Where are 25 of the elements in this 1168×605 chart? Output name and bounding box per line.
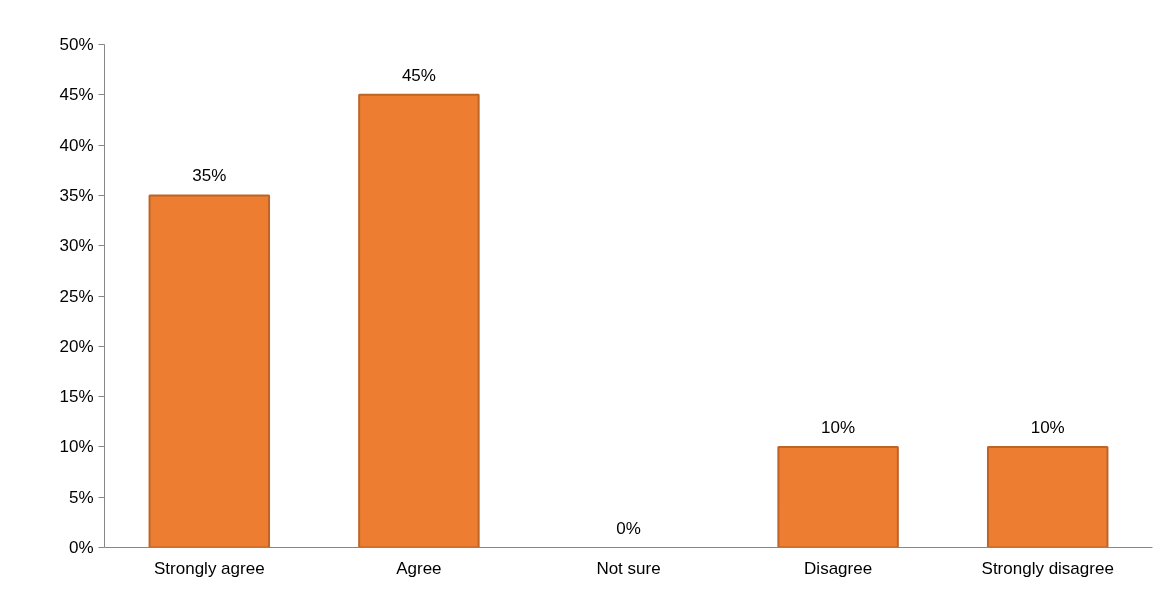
text: 45% xyxy=(401,65,436,85)
x-tick-label: Agree xyxy=(396,558,442,578)
y-tick-label: 30% xyxy=(59,236,94,256)
text: 0% xyxy=(616,518,641,538)
x-tick-label: Strongly agree xyxy=(154,558,265,578)
y-tick-label: 35% xyxy=(59,185,94,205)
y-tick-label: 10% xyxy=(59,437,94,457)
x-tick-label: Not sure xyxy=(596,558,661,578)
y-tick-label: 45% xyxy=(59,85,94,105)
text: 10% xyxy=(1030,417,1065,437)
bar xyxy=(148,194,271,548)
bar xyxy=(358,93,480,548)
x-tick-label: Disagree xyxy=(804,558,873,578)
y-tick-label: 15% xyxy=(59,387,94,407)
y-tick-label: 0% xyxy=(68,538,94,557)
y-tick-label: 5% xyxy=(68,487,94,507)
x-tick-label: Strongly disagree xyxy=(981,558,1114,578)
y-tick-label: 25% xyxy=(59,286,94,306)
bar xyxy=(986,445,1109,548)
y-tick-label: 40% xyxy=(59,135,94,155)
text: 10% xyxy=(821,417,856,437)
y-tick-label: 20% xyxy=(59,336,94,356)
bar xyxy=(777,445,899,548)
y-tick-label: 50% xyxy=(59,35,94,54)
text: 35% xyxy=(192,166,227,186)
